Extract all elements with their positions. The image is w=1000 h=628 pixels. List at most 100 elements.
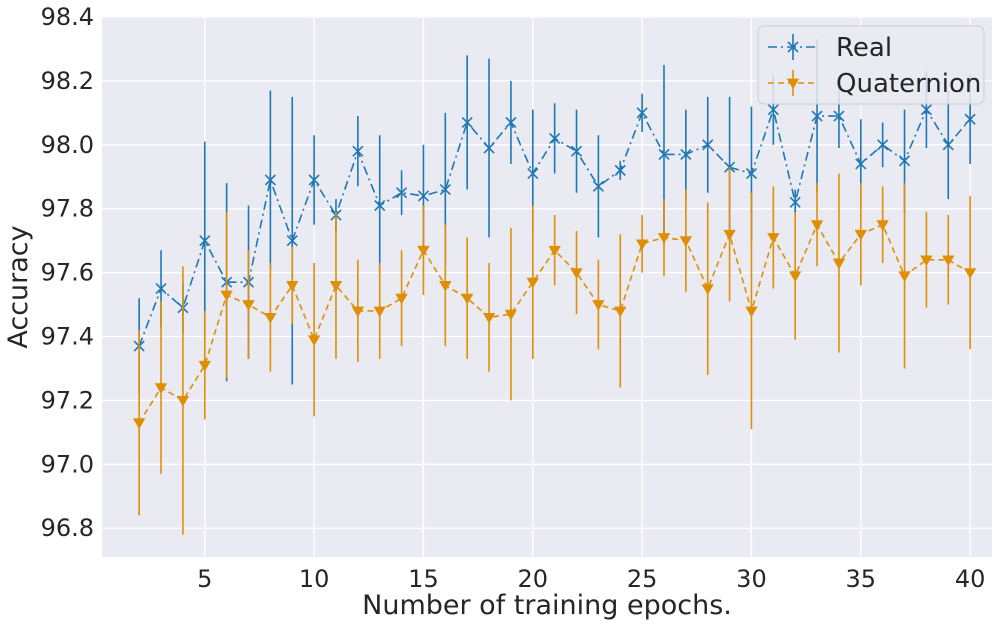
x-marker-stroke [811, 110, 823, 122]
x-marker-stroke [614, 164, 626, 176]
data-point [286, 235, 298, 247]
legend-label: Quaternion [836, 69, 981, 99]
data-point [592, 300, 605, 311]
data-point [286, 281, 299, 292]
data-point [549, 132, 561, 144]
data-point [963, 268, 977, 279]
legend: Real Quaternion [757, 25, 985, 105]
x-marker-stroke [855, 158, 867, 170]
x-marker-stroke [898, 155, 911, 167]
data-point [548, 245, 561, 257]
x-marker-stroke [264, 174, 276, 186]
data-point [154, 383, 168, 394]
data-point [220, 290, 233, 302]
x-marker-stroke [396, 187, 408, 199]
data-point [307, 335, 321, 347]
x-marker-stroke [920, 104, 932, 116]
x-marker-stroke [767, 104, 779, 116]
y-tick-label: 97.2 [41, 386, 94, 414]
data-point [789, 196, 801, 208]
data-point [505, 116, 517, 129]
x-marker-stroke [461, 116, 473, 129]
x-tick-label: 15 [408, 565, 439, 593]
data-point [745, 306, 758, 318]
x-marker-stroke [592, 180, 604, 192]
x-marker-stroke [964, 113, 976, 125]
data-point [789, 271, 802, 283]
y-tick-label: 96.8 [41, 514, 94, 542]
legend-marker [787, 41, 799, 53]
data-point [527, 168, 539, 180]
x-tick-label: 25 [627, 565, 658, 593]
data-point [942, 255, 955, 267]
data-point [658, 148, 670, 160]
data-point [461, 116, 473, 129]
data-point [767, 104, 779, 116]
series-layer [132, 39, 977, 535]
data-point [329, 281, 343, 292]
x-tick-label: 30 [736, 565, 767, 593]
data-point [264, 312, 277, 324]
data-point [155, 283, 167, 295]
data-point [198, 360, 211, 372]
x-marker-stroke [374, 199, 386, 212]
data-point [854, 229, 867, 241]
x-marker-stroke [199, 235, 211, 247]
data-point [308, 174, 320, 186]
data-point [526, 277, 539, 289]
data-point [504, 309, 518, 321]
x-marker-stroke [417, 190, 430, 202]
x-tick-label: 40 [955, 565, 986, 593]
x-marker-stroke [549, 132, 561, 144]
data-point [417, 245, 430, 257]
data-point [417, 190, 430, 202]
data-point [396, 187, 408, 199]
x-tick-label: 35 [846, 565, 877, 593]
data-point [811, 110, 823, 122]
data-point [920, 104, 932, 116]
data-point [723, 229, 736, 241]
data-point [877, 139, 889, 151]
tick-labels: 96.8 97.0 97.2 97.4 97.6 97.8 98.0 98.2 98.4 5 10 1… [41, 3, 986, 593]
x-marker-stroke [155, 283, 167, 295]
data-point [636, 107, 648, 119]
legend-label: Real [836, 33, 892, 63]
data-point [439, 281, 452, 292]
x-marker-stroke [570, 145, 583, 157]
data-point [833, 110, 845, 122]
plot-area [102, 17, 992, 557]
x-axis-label: Number of training epochs. [362, 590, 732, 621]
x-tick-label: 20 [518, 565, 549, 593]
legend-item-quaternion: Quaternion [768, 69, 981, 99]
data-point [460, 293, 474, 305]
data-point [199, 235, 211, 247]
x-tick-label: 5 [197, 565, 212, 593]
x-marker-stroke [527, 168, 539, 180]
data-point [876, 220, 889, 231]
data-point [264, 174, 276, 186]
data-point [855, 158, 867, 170]
data-point [701, 284, 714, 295]
data-point [614, 306, 627, 318]
data-point [702, 139, 714, 151]
data-point [920, 255, 933, 267]
series-quaternion [132, 167, 977, 535]
legend-item-real: Real [768, 33, 892, 63]
data-point [898, 271, 911, 283]
y-tick-label: 98.4 [41, 3, 94, 31]
data-point [483, 142, 495, 154]
data-point [242, 300, 255, 311]
y-tick-label: 98.2 [41, 67, 94, 95]
x-marker-stroke [787, 41, 799, 53]
data-point [964, 113, 976, 125]
x-marker-stroke [702, 139, 714, 151]
data-point [374, 199, 386, 212]
y-tick-label: 97.0 [41, 450, 94, 478]
data-point [176, 396, 190, 407]
x-marker-stroke [636, 107, 648, 119]
data-point [570, 145, 583, 157]
data-point [942, 139, 954, 151]
data-point [570, 268, 583, 279]
x-marker-stroke [352, 145, 364, 157]
data-point [395, 293, 408, 305]
